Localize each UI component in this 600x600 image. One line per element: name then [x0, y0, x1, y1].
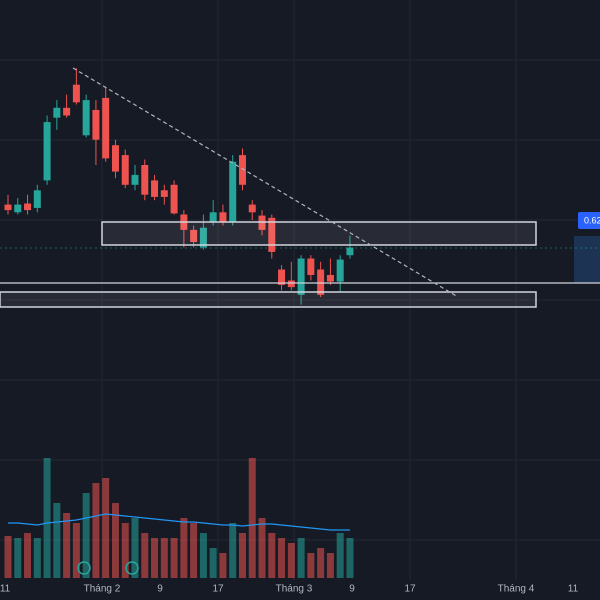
- x-tick-label: Tháng 3: [276, 584, 313, 595]
- candle-body: [24, 203, 32, 211]
- volume-bar: [160, 538, 168, 578]
- candle-body: [346, 247, 354, 256]
- volume-bar: [121, 523, 129, 578]
- candle-body: [4, 204, 12, 211]
- volume-bar: [317, 548, 325, 578]
- candle-body: [268, 217, 276, 252]
- price-tag: [578, 212, 600, 229]
- volume-bar: [297, 538, 305, 578]
- candle-body: [229, 161, 237, 223]
- volume-bar: [268, 533, 276, 578]
- trend-line[interactable]: [72, 67, 459, 298]
- x-tick-label: 9: [157, 584, 163, 595]
- candle-body: [111, 145, 119, 172]
- volume-bar: [326, 553, 334, 578]
- candle-body: [199, 227, 207, 248]
- candle-body: [141, 165, 149, 195]
- volume-bar: [102, 478, 110, 578]
- volume-bar: [92, 483, 100, 578]
- volume-bar: [151, 538, 159, 578]
- candle-body: [33, 190, 41, 208]
- candle-body: [190, 229, 198, 242]
- x-tick-label: 9: [349, 584, 355, 595]
- volume-bar: [219, 553, 227, 578]
- volume-bar: [258, 518, 266, 578]
- volume-bar: [63, 513, 71, 578]
- volume-bar: [190, 523, 198, 578]
- candle-body: [326, 275, 334, 282]
- volume-bar: [43, 458, 51, 578]
- candle-body: [219, 212, 227, 223]
- candle-body: [170, 184, 178, 214]
- zone-box[interactable]: [101, 221, 537, 246]
- volume-bar: [287, 543, 295, 578]
- candle-body: [307, 258, 315, 275]
- x-tick-label: Tháng 4: [498, 584, 535, 595]
- volume-bar: [278, 538, 286, 578]
- volume-bar: [346, 538, 354, 578]
- volume-bar: [14, 538, 22, 578]
- candle-body: [248, 204, 256, 213]
- x-tick-label: Tháng 2: [84, 584, 121, 595]
- volume-bar: [336, 533, 344, 578]
- candle-body: [53, 107, 61, 118]
- candle-body: [82, 100, 90, 136]
- volume-ma-line: [8, 513, 350, 531]
- volume-bar: [33, 538, 41, 578]
- candle-body: [72, 84, 80, 103]
- volume-bar: [82, 493, 90, 578]
- candle-body: [336, 259, 344, 282]
- candle-body: [102, 97, 110, 159]
- candle-body: [63, 107, 71, 116]
- candle-body: [131, 174, 139, 185]
- candle-body: [121, 155, 129, 185]
- volume-bar: [72, 523, 80, 578]
- candle-body: [287, 280, 295, 288]
- candle-body: [92, 110, 100, 140]
- candle-body: [209, 212, 217, 223]
- volume-bar: [248, 458, 256, 578]
- x-tick-label: 17: [404, 584, 416, 595]
- zone-box[interactable]: [0, 291, 537, 308]
- volume-bar: [111, 503, 119, 578]
- candle-body: [14, 204, 22, 213]
- volume-bar: [24, 533, 32, 578]
- event-icon[interactable]: [77, 561, 91, 575]
- candle-body: [278, 269, 286, 285]
- event-icon[interactable]: [125, 561, 139, 575]
- x-tick-label: 11: [568, 584, 579, 595]
- candle-body: [317, 269, 325, 295]
- candle-body: [297, 258, 305, 295]
- plot: [4, 68, 354, 578]
- volume-bar: [4, 536, 12, 578]
- position-zone: [574, 236, 600, 283]
- x-tick-label: 11: [0, 584, 11, 595]
- volume-bar: [209, 548, 217, 578]
- volume-bar: [131, 518, 139, 578]
- volume-bar: [307, 553, 315, 578]
- candle-body: [151, 180, 159, 197]
- candle-body: [43, 122, 51, 181]
- volume-bar: [53, 503, 61, 578]
- price-label: 0.62: [584, 215, 600, 225]
- volume-bar: [199, 533, 207, 578]
- volume-bar: [229, 523, 237, 578]
- x-axis: 11 Tháng 2 9 17 Tháng 3 9 17 Tháng 4 11: [0, 584, 579, 595]
- x-tick-label: 17: [212, 584, 224, 595]
- grid: [0, 0, 600, 580]
- candle-body: [238, 155, 246, 185]
- volume-bar: [170, 538, 178, 578]
- volume-bar: [238, 533, 246, 578]
- candle-body: [160, 190, 168, 197]
- volume-bar: [141, 533, 149, 578]
- volume-bar: [180, 518, 188, 578]
